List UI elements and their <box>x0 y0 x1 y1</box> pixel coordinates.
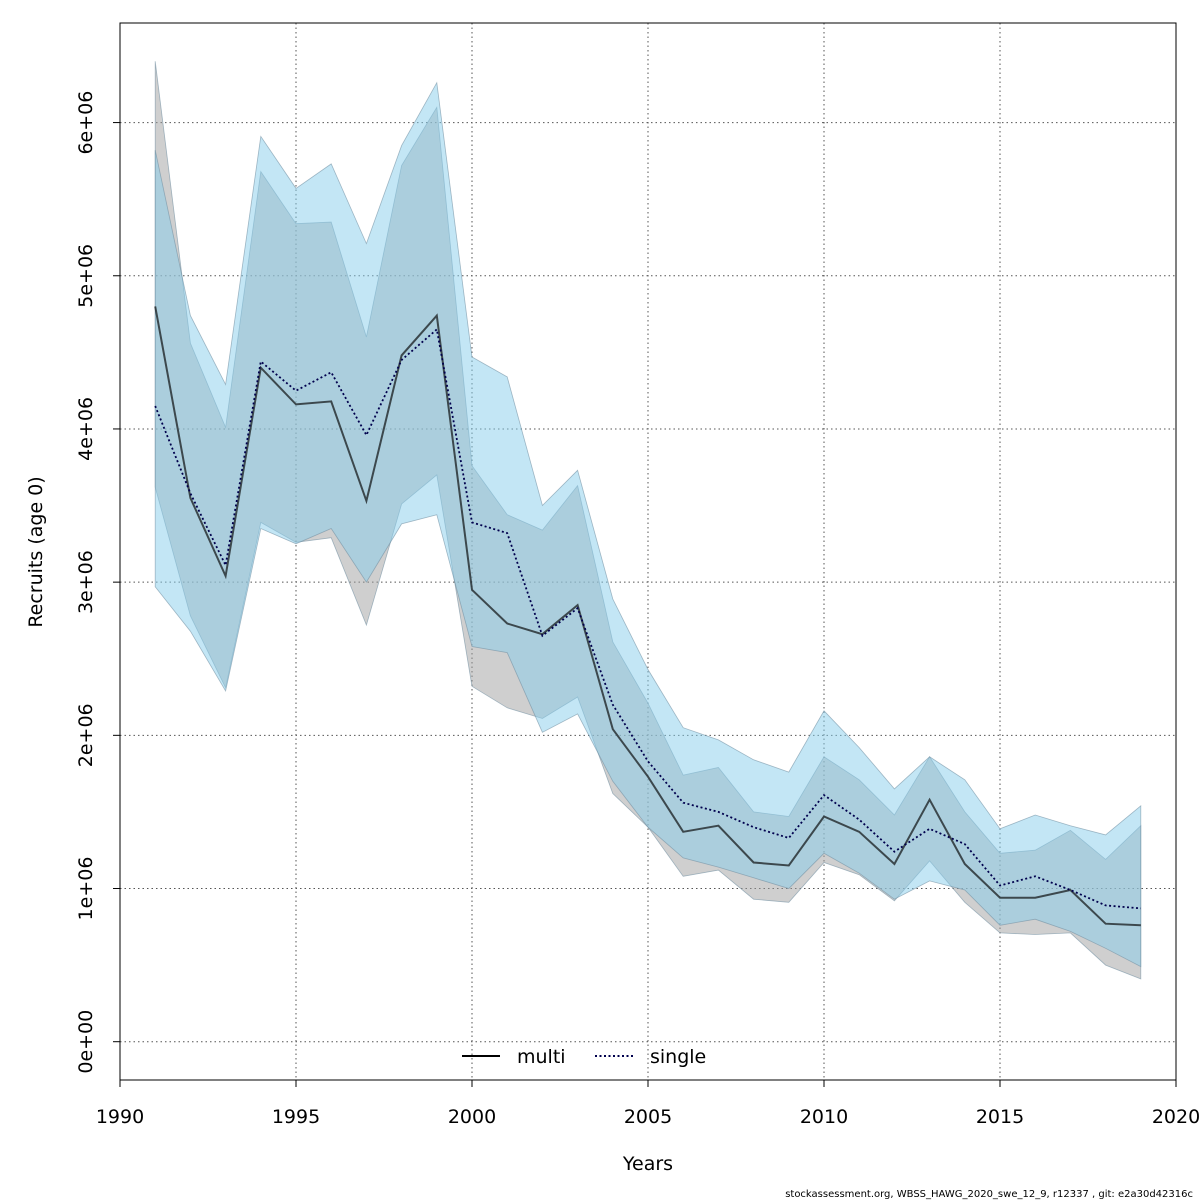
legend-label-single: single <box>650 1046 706 1068</box>
y-tick-label: 5e+06 <box>75 244 97 308</box>
footer-credit: stockassessment.org, WBSS_HAWG_2020_swe_… <box>785 1189 1193 1200</box>
y-tick-label: 4e+06 <box>75 397 97 461</box>
x-axis-title: Years <box>622 1153 673 1175</box>
x-tick-label: 1990 <box>96 1106 144 1128</box>
confidence-bands <box>154 61 1142 980</box>
legend-label-multi: multi <box>517 1046 566 1068</box>
x-tick-label: 2000 <box>448 1106 496 1128</box>
legend: multi single <box>462 1046 706 1068</box>
y-tick-label: 3e+06 <box>75 550 97 614</box>
x-axis: 1990 1995 2000 2005 2010 2015 2020 <box>96 1079 1200 1128</box>
band-single <box>154 81 1142 968</box>
y-tick-label: 1e+06 <box>75 857 97 921</box>
line-multi <box>154 306 1141 927</box>
x-tick-label: 2015 <box>976 1106 1024 1128</box>
y-tick-label: 0e+00 <box>75 1010 97 1074</box>
x-tick-label: 2005 <box>624 1106 672 1128</box>
y-axis-title: Recruits (age 0) <box>25 476 47 627</box>
x-tick-label: 2020 <box>1152 1106 1200 1128</box>
x-tick-label: 1995 <box>272 1106 320 1128</box>
x-tick-label: 2010 <box>800 1106 848 1128</box>
series-lines <box>154 306 1141 927</box>
line-single <box>154 327 1141 910</box>
y-tick-label: 6e+06 <box>75 91 97 155</box>
y-axis: 0e+00 1e+06 2e+06 3e+06 4e+06 5e+06 6e+06 <box>75 91 121 1074</box>
y-tick-label: 2e+06 <box>75 703 97 767</box>
